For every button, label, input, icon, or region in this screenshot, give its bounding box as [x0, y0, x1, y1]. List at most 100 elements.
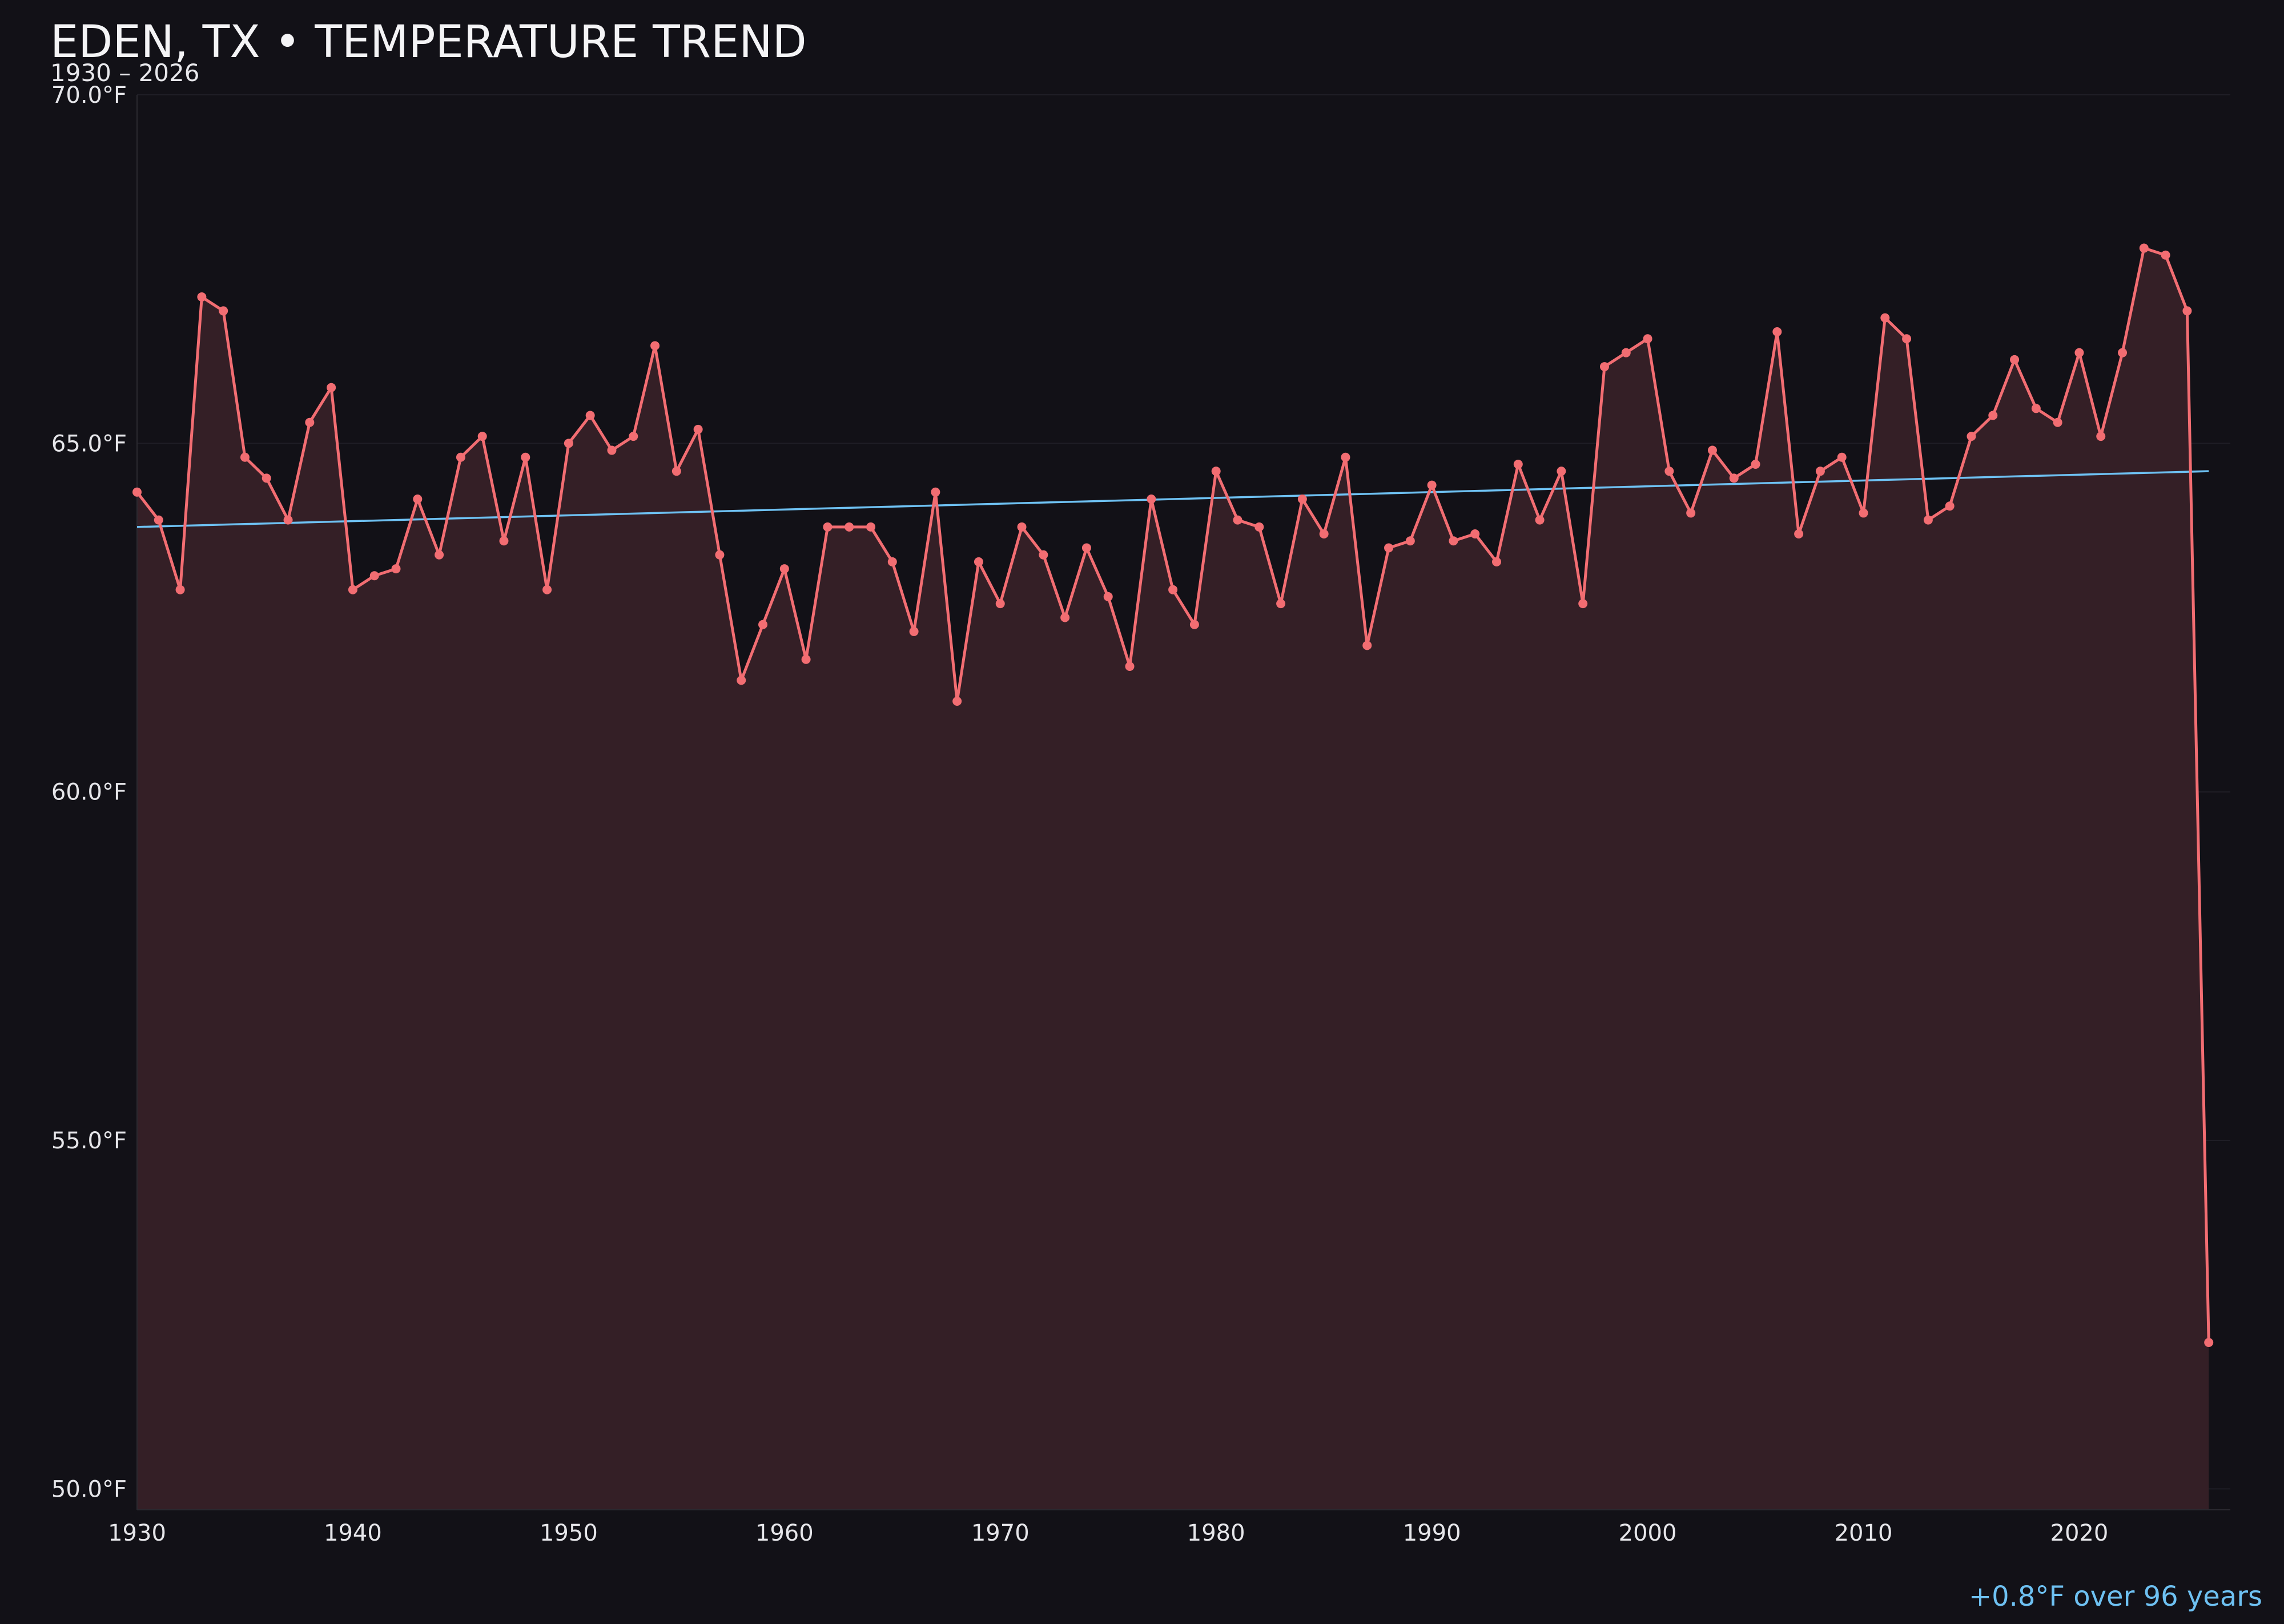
data-point [2182, 306, 2192, 316]
data-point [1815, 467, 1825, 476]
chart-title: EDEN, TX • TEMPERATURE TREND [50, 17, 807, 68]
data-point [1103, 592, 1113, 601]
x-tick-label: 1990 [1403, 1520, 1461, 1546]
x-tick-label: 1960 [755, 1520, 814, 1546]
data-point [1297, 495, 1307, 504]
data-point [132, 487, 142, 497]
chart-subtitle: 1930 – 2026 [50, 59, 199, 87]
data-point [413, 495, 423, 504]
data-point [1168, 585, 1178, 594]
data-point [1923, 515, 1933, 525]
data-point [952, 697, 962, 706]
data-point [1039, 550, 1048, 560]
y-tick-label: 70.0°F [51, 82, 127, 108]
data-point [737, 676, 746, 685]
data-point [369, 571, 379, 581]
data-point [219, 306, 228, 316]
data-point [909, 626, 919, 636]
data-point [1557, 467, 1566, 476]
x-tick-label: 1940 [324, 1520, 382, 1546]
data-point [2161, 250, 2170, 260]
data-point [2118, 348, 2128, 357]
data-point [758, 620, 768, 629]
data-point [1621, 348, 1631, 357]
data-point [1254, 522, 1264, 532]
data-point [1513, 459, 1523, 469]
data-point [1319, 529, 1329, 539]
data-point [1794, 529, 1804, 539]
data-point [1384, 543, 1394, 553]
data-point [607, 445, 617, 455]
y-tick-label: 60.0°F [51, 779, 127, 806]
data-point [995, 599, 1005, 609]
data-point [262, 473, 271, 483]
y-tick-labels: 50.0°F 55.0°F 60.0°F 65.0°F 70.0°F [51, 82, 127, 1502]
data-point [1147, 495, 1156, 504]
data-point [2204, 1338, 2214, 1348]
data-point [1837, 452, 1847, 462]
data-point [1988, 411, 1998, 420]
data-point [1686, 508, 1696, 518]
x-tick-label: 1970 [971, 1520, 1030, 1546]
x-tick-label: 2000 [1619, 1520, 1677, 1546]
data-point [1599, 362, 1609, 372]
data-point [801, 654, 811, 664]
data-point [650, 341, 660, 351]
y-tick-label: 50.0°F [51, 1476, 127, 1502]
data-point [1967, 432, 1976, 441]
data-point [283, 515, 293, 525]
x-tick-label: 2020 [2050, 1520, 2109, 1546]
data-point [1449, 536, 1458, 546]
data-point [1729, 473, 1739, 483]
data-point [2031, 404, 2041, 413]
data-point [348, 585, 357, 594]
data-point [1751, 459, 1760, 469]
data-point [1492, 557, 1502, 566]
data-point [693, 424, 703, 434]
data-point [1362, 641, 1372, 650]
data-point [2096, 432, 2106, 441]
data-point [974, 557, 983, 566]
data-point [2074, 348, 2084, 357]
data-point [2139, 243, 2149, 253]
data-point [1125, 661, 1135, 671]
data-point [585, 411, 595, 420]
data-point [435, 550, 444, 560]
data-point [1405, 536, 1415, 546]
data-point [1276, 599, 1286, 609]
data-point [866, 522, 875, 532]
data-point [931, 487, 940, 497]
data-point [197, 292, 207, 302]
data-point [715, 550, 725, 560]
trend-layer [136, 470, 2209, 528]
data-point [779, 564, 789, 574]
data-point [1427, 480, 1437, 490]
data-point [1470, 529, 1480, 539]
data-point [1081, 543, 1091, 553]
y-tick-label: 55.0°F [51, 1128, 127, 1154]
data-point [1772, 327, 1782, 337]
data-point [1902, 334, 1912, 344]
data-point [456, 452, 465, 462]
data-point [1341, 452, 1350, 462]
data-point [477, 432, 487, 441]
trend-annotation: +0.8°F over 96 years [1969, 1581, 2262, 1613]
y-tick-label: 65.0°F [51, 431, 127, 457]
data-point [823, 522, 833, 532]
data-point [521, 452, 530, 462]
data-point [2010, 355, 2020, 364]
data-point [1664, 467, 1674, 476]
x-tick-label: 1930 [108, 1520, 166, 1546]
data-point [1859, 508, 1868, 518]
data-point [499, 536, 509, 546]
x-tick-label: 2010 [1835, 1520, 1893, 1546]
data-point [542, 585, 552, 594]
series-points-layer [132, 243, 2214, 1348]
data-point [175, 585, 185, 594]
area-fill-layer [137, 248, 2209, 1510]
data-point [305, 417, 315, 427]
data-point [391, 564, 401, 574]
trend-line [136, 470, 2209, 528]
